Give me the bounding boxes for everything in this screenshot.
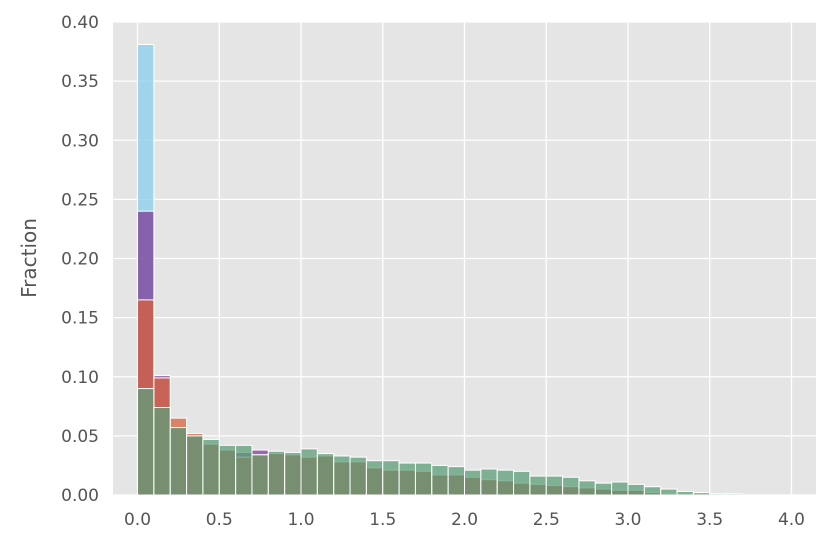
bar (169, 427, 188, 496)
bar (284, 451, 302, 496)
bar (529, 475, 547, 496)
bar (709, 493, 727, 496)
x-tick-label: 2.5 (533, 510, 560, 530)
bar (316, 453, 335, 496)
bar (349, 456, 367, 496)
y-tick-label: 0.15 (61, 309, 99, 329)
bar (627, 483, 645, 496)
bar (562, 476, 580, 496)
y-tick-label: 0.20 (61, 250, 99, 270)
bar (414, 462, 433, 496)
x-tick-label: 1.5 (369, 510, 396, 530)
x-tick-label: 4.0 (778, 510, 805, 530)
y-tick-label: 0.25 (61, 190, 99, 210)
bar (267, 450, 286, 496)
bar (218, 444, 237, 496)
y-tick-label: 0.35 (61, 72, 99, 92)
bar (365, 460, 384, 496)
bar (202, 438, 220, 496)
bar (496, 469, 515, 496)
bar (431, 464, 449, 496)
bar (382, 460, 400, 496)
bar (676, 490, 694, 496)
x-tick-label: 3.0 (614, 510, 641, 530)
bar (545, 475, 564, 496)
bar (660, 488, 678, 496)
bar (594, 482, 613, 496)
bar (611, 481, 629, 496)
y-tick-label: 0.00 (61, 486, 99, 506)
x-tick-label: 0.5 (206, 510, 233, 530)
y-axis-label: Fraction (17, 218, 41, 298)
bar (464, 469, 482, 496)
bar (513, 470, 531, 496)
bar (137, 388, 155, 496)
bar (480, 468, 498, 496)
bar (333, 455, 351, 496)
x-tick-label: 2.0 (451, 510, 478, 530)
bar (578, 480, 596, 496)
bar (692, 492, 711, 496)
bar (235, 444, 253, 496)
bar (643, 486, 662, 496)
x-tick-label: 1.0 (287, 510, 314, 530)
bar (251, 454, 269, 496)
bar (447, 466, 465, 496)
bar (186, 435, 204, 496)
y-tick-label: 0.10 (61, 368, 99, 388)
bar (725, 493, 743, 496)
x-tick-label: 0.0 (124, 510, 151, 530)
bar (300, 448, 318, 496)
y-tick-label: 0.30 (61, 131, 99, 151)
bar (398, 462, 416, 496)
bar (153, 406, 171, 496)
x-tick-label: 3.5 (696, 510, 723, 530)
y-tick-label: 0.05 (61, 427, 99, 447)
y-tick-label: 0.40 (61, 13, 99, 33)
